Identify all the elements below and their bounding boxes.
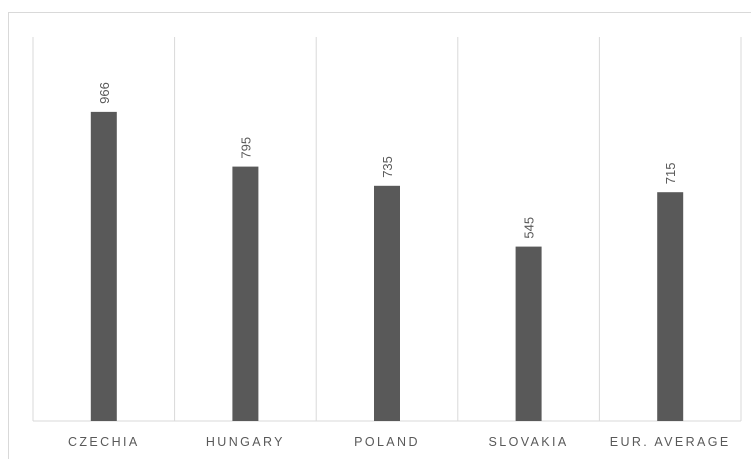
- chart-border: [8, 12, 751, 459]
- x-tick-label: HUNGARY: [206, 435, 285, 449]
- x-tick-label: SLOVAKIA: [489, 435, 569, 449]
- bar: [232, 166, 259, 421]
- bar: [374, 185, 400, 421]
- value-label: 715: [663, 162, 678, 184]
- bar: [90, 111, 117, 421]
- value-label: 545: [522, 217, 537, 239]
- value-label: 735: [380, 156, 395, 178]
- value-label: 795: [238, 137, 253, 159]
- x-tick-label: EUR. AVERAGE: [610, 435, 731, 449]
- bar: [657, 192, 684, 421]
- bar: [515, 246, 542, 421]
- x-tick-label: CZECHIA: [68, 435, 140, 449]
- x-tick-label: POLAND: [354, 435, 420, 449]
- value-label: 966: [97, 82, 112, 104]
